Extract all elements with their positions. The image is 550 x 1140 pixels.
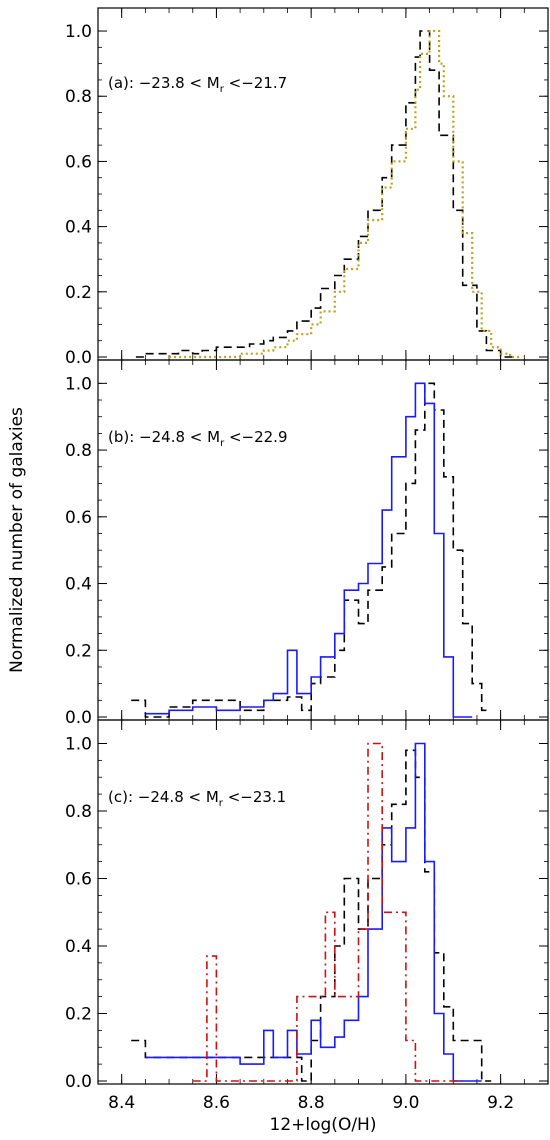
panel-frame [97,719,549,1085]
series-1-dotted-step [169,29,520,359]
panel-annotation: (b): −24.8 < Mr <−22.9 [108,428,288,449]
series-2-dashdot-step [192,742,463,1082]
series-0-dashed-step [131,749,492,1082]
x-axis-label: 12+log(O/H) [270,1115,377,1135]
panel-annotation: (a): −23.8 < Mr <−21.7 [108,74,287,95]
panel-frame [97,7,549,361]
y-tick-label: 0.6 [65,870,92,890]
y-tick-label: 0.0 [65,708,92,728]
y-tick-label: 0.2 [65,641,92,661]
y-tick-label: 0.2 [65,283,92,303]
y-tick-label: 0.8 [65,87,92,107]
y-tick-label: 0.0 [65,348,92,368]
y-tick-label: 0.6 [65,152,92,172]
y-tick-label: 0.0 [65,1072,92,1092]
y-tick-label: 1.0 [65,735,92,755]
y-tick-label: 0.6 [65,508,92,528]
panel-0: 0.0 0.2 0.4 0.6 0.8 1.0 (a): −23.8 < Mr <−21.7 [65,7,549,368]
panel-2: 0.0 0.2 0.4 0.6 0.8 1.0 8.4 8.6 8.8 9.0 9.2 (c): −2… [65,719,549,1113]
y-tick-label: 0.8 [65,441,92,461]
y-tick-label: 1.0 [65,22,92,42]
panel-frame [97,359,549,721]
series-0-dashed-step [135,30,515,358]
y-tick-label: 0.8 [65,802,92,822]
x-tick-label: 8.6 [203,1093,230,1113]
panel-annotation: (c): −24.8 < Mr <−23.1 [108,788,286,809]
y-tick-label: 0.4 [65,937,92,957]
series-1-solid-step [145,742,482,1082]
x-tick-label: 9.0 [392,1093,419,1113]
series-1-solid-step [145,382,473,718]
y-axis-label: Normalized number of galaxies [7,407,27,673]
y-tick-label: 0.2 [65,1005,92,1025]
x-tick-label: 8.4 [108,1093,135,1113]
x-tick-label: 8.8 [298,1093,325,1113]
y-tick-label: 0.4 [65,218,92,238]
panel-1: 0.0 0.2 0.4 0.6 0.8 1.0 (b): −24.8 < Mr <−22.9 [65,359,549,728]
series-0-dashed-step [131,382,492,718]
y-tick-label: 1.0 [65,374,92,394]
x-tick-label: 9.2 [487,1093,514,1113]
y-tick-label: 0.4 [65,575,92,595]
